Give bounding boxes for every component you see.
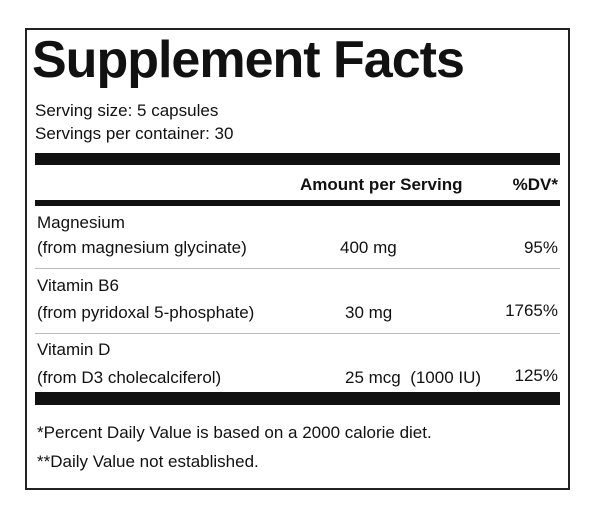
footnote: **Daily Value not established.	[37, 452, 259, 471]
servings-per-container: Servings per container: 30	[35, 124, 234, 143]
medium-rule	[35, 200, 560, 206]
amount: 25 mcg (1000 IU)	[345, 368, 482, 387]
label-border	[25, 28, 570, 490]
nutrient-name: Vitamin B6	[37, 276, 119, 295]
amount: 400 mg	[340, 238, 397, 257]
nutrient-name: Magnesium	[37, 213, 125, 232]
row-rule	[35, 268, 560, 269]
amount: 30 mg	[345, 303, 393, 322]
thick-rule	[35, 153, 560, 165]
serving-size: Serving size: 5 capsules	[35, 101, 219, 120]
nutrient-source: (from D3 cholecalciferol)	[37, 368, 222, 387]
footnote: *Percent Daily Value is based on a 2000 …	[37, 423, 432, 442]
nutrient-source: (from magnesium glycinate)	[37, 238, 247, 257]
thick-rule	[35, 392, 560, 405]
column-header: %DV*	[512, 175, 558, 194]
column-header: Amount per Serving	[300, 175, 463, 194]
row-rule	[35, 333, 560, 334]
daily-value: 95%	[523, 238, 558, 257]
nutrient-source: (from pyridoxal 5-phosphate)	[37, 303, 255, 322]
daily-value: 1765%	[505, 301, 558, 320]
title: Supplement Facts	[32, 31, 465, 89]
nutrient-name: Vitamin D	[37, 340, 111, 359]
daily-value: 125%	[514, 366, 558, 385]
